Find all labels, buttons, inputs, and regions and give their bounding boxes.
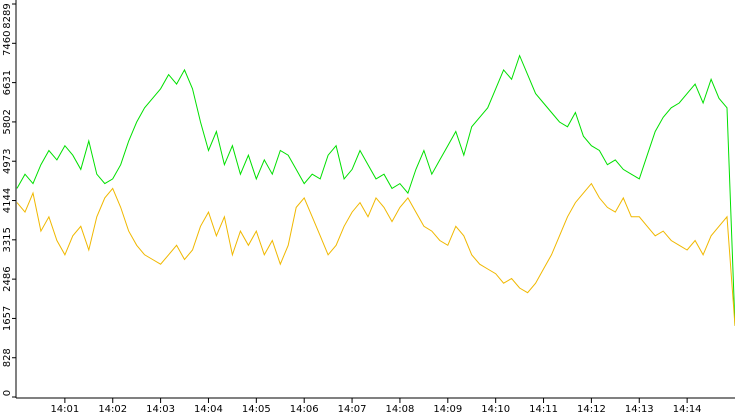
y-tick-label: 0: [2, 390, 13, 396]
x-tick-label: 14:05: [242, 404, 271, 415]
x-tick-label: 14:13: [625, 404, 654, 415]
x-tick-label: 14:07: [338, 404, 367, 415]
y-tick-label: 4144: [2, 188, 13, 213]
x-tick-label: 14:14: [673, 404, 702, 415]
x-tick-label: 14:01: [50, 404, 79, 415]
x-tick-label: 14:12: [577, 404, 606, 415]
x-tick-label: 14:02: [98, 404, 127, 415]
x-tick-label: 14:09: [433, 404, 462, 415]
x-tick-label: 14:10: [481, 404, 510, 415]
y-tick-label: 1657: [2, 306, 13, 331]
y-tick-label: 828: [2, 348, 13, 367]
x-tick-label: 14:06: [290, 404, 319, 415]
y-tick-label: 5802: [2, 109, 13, 134]
x-tick-label: 14:03: [146, 404, 175, 415]
x-tick-label: 14:04: [194, 404, 223, 415]
y-tick-label: 7460: [2, 31, 13, 56]
y-tick-label: 8289: [2, 3, 13, 28]
x-tick-label: 14:11: [529, 404, 558, 415]
x-tick-label: 14:08: [386, 404, 415, 415]
series-line: [16, 182, 735, 326]
y-tick-label: 3315: [2, 227, 13, 252]
y-tick-label: 2486: [2, 266, 13, 291]
y-tick-label: 6631: [2, 70, 13, 95]
y-tick-label: 4973: [2, 148, 13, 173]
series-line: [16, 54, 735, 326]
